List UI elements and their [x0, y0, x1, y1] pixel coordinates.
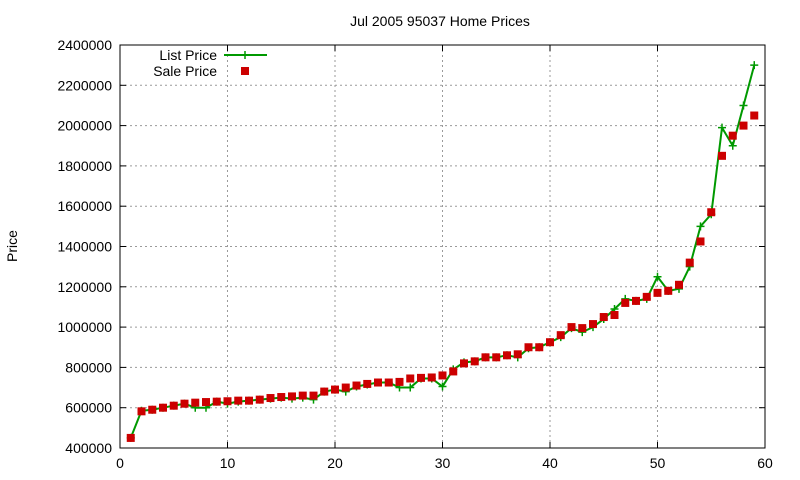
sale-price-point: [610, 311, 619, 320]
y-tick-label: 1400000: [57, 239, 112, 255]
sale-price-point: [374, 378, 382, 387]
sale-price-point: [675, 280, 683, 289]
sale-price-point: [556, 331, 565, 340]
sale-price-point: [395, 377, 404, 386]
list-price-point: [718, 123, 726, 132]
sale-price-point: [567, 323, 576, 332]
sale-price-point: [718, 151, 726, 160]
sale-price-point: [137, 407, 146, 416]
x-tick-label: 20: [327, 455, 343, 471]
sale-price-point: [589, 320, 597, 329]
sale-price-point: [632, 296, 640, 305]
y-tick-label: 1200000: [57, 279, 112, 295]
sale-price-point: [513, 350, 522, 359]
sale-price-point: [266, 394, 275, 403]
list-price-point: [750, 61, 759, 70]
legend-plus-glyph: [241, 51, 249, 59]
sale-price-point: [427, 373, 436, 382]
list-price-point: [728, 141, 737, 150]
sale-price-point: [685, 258, 694, 267]
sale-price-point: [546, 338, 554, 347]
sale-price-point: [223, 397, 232, 406]
sale-price-point: [406, 374, 415, 383]
sale-price-point: [320, 387, 329, 396]
y-tick-label: 2000000: [57, 118, 112, 134]
y-tick-label: 800000: [65, 359, 112, 375]
sale-price-point: [653, 288, 662, 297]
sale-price-point: [728, 131, 737, 140]
chart-title: Jul 2005 95037 Home Prices: [350, 13, 530, 29]
sale-price-point: [212, 397, 221, 406]
legend-marker-list-price: [241, 51, 249, 59]
sale-price-point: [245, 396, 253, 405]
x-tick-label: 30: [435, 455, 451, 471]
legend-marker-sale-price: [241, 67, 249, 75]
sale-price-point: [234, 396, 243, 405]
x-tick-label: 40: [542, 455, 558, 471]
sale-price-point: [298, 391, 307, 400]
y-tick-label: 600000: [65, 400, 112, 416]
y-tick-label: 1800000: [57, 158, 112, 174]
sale-price-point: [352, 381, 361, 390]
sale-price-point: [309, 391, 318, 400]
y-tick-label: 1600000: [57, 198, 112, 214]
sale-price-point: [255, 395, 264, 404]
legend-label-sale-price: Sale Price: [153, 63, 217, 79]
sale-price-point: [524, 343, 533, 352]
sale-price-point: [664, 286, 673, 295]
legend-label-list-price: List Price: [159, 47, 217, 63]
list-price-point: [438, 382, 447, 391]
sale-price-point: [148, 405, 157, 414]
sale-price-point: [578, 324, 587, 333]
x-tick-label: 0: [116, 455, 124, 471]
sale-price-point: [363, 379, 372, 388]
sale-price-point: [481, 353, 490, 362]
legend: List Price Sale Price: [153, 47, 267, 79]
sale-price-point: [696, 237, 705, 246]
x-tick-label: 50: [650, 455, 666, 471]
x-tick-label: 10: [220, 455, 236, 471]
sale-price-point: [438, 371, 447, 380]
axis-ticks: 0 10 20 30 40 50 60 400000 600000 800000 1000000 12…: [57, 37, 773, 471]
sale-price-point: [288, 392, 296, 401]
sale-price-point: [159, 403, 167, 412]
sale-price-point: [621, 298, 630, 307]
sale-price-point: [180, 399, 189, 408]
sale-price-point: [169, 401, 178, 410]
sale-price-point: [503, 351, 511, 360]
sale-price-point: [599, 313, 608, 322]
sale-price-point: [460, 359, 468, 368]
y-axis-label: Price: [4, 230, 20, 262]
sale-price-point: [126, 433, 135, 442]
y-tick-label: 1000000: [57, 319, 112, 335]
plot-frame: [119, 44, 766, 449]
sale-price-point: [417, 373, 425, 382]
sale-price-point: [492, 353, 501, 362]
sale-price-point: [202, 398, 210, 407]
list-price-point: [739, 101, 748, 110]
plot-series: [126, 61, 759, 442]
sale-price-point: [384, 378, 393, 387]
sale-price-point: [707, 208, 716, 217]
sale-price-point: [750, 111, 759, 120]
list-price-point: [653, 272, 662, 281]
grid-lines: [120, 45, 765, 448]
y-tick-label: 2400000: [57, 37, 112, 53]
sale-price-point: [470, 357, 479, 366]
sale-price-point: [277, 393, 286, 402]
y-tick-label: 2200000: [57, 77, 112, 93]
sale-price-point: [642, 292, 651, 301]
sale-price-point: [341, 383, 350, 392]
list-price-point: [696, 222, 705, 231]
sale-price-point: [191, 398, 200, 407]
y-tick-label: 400000: [65, 440, 112, 456]
sale-price-point: [449, 367, 458, 376]
sale-price-point: [535, 343, 544, 352]
sale-price-point: [331, 385, 339, 394]
x-tick-label: 60: [757, 455, 773, 471]
sale-price-point: [739, 121, 748, 130]
list-price-point: [406, 383, 415, 392]
